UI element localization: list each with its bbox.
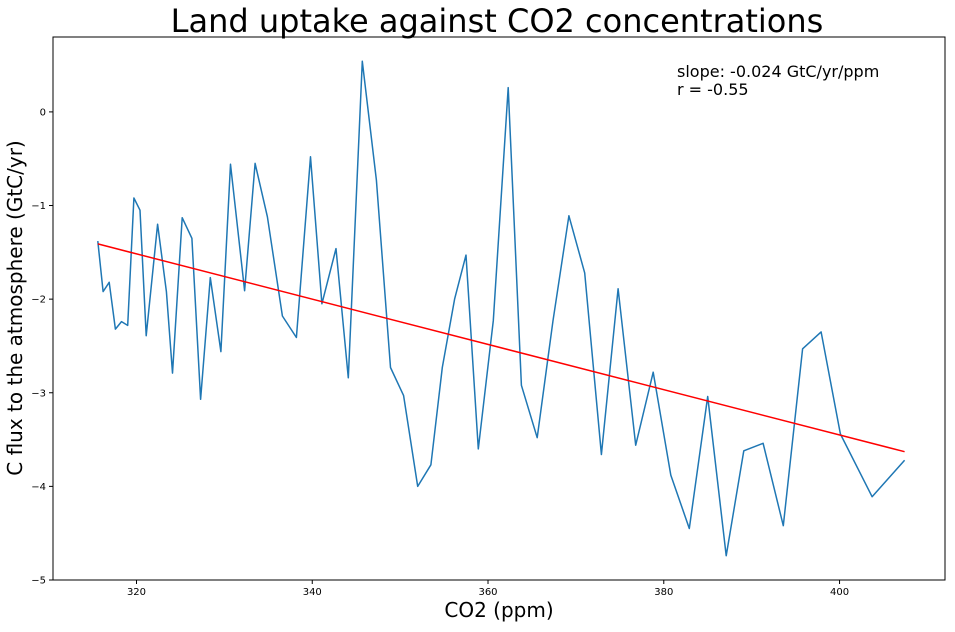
- x-tick-label: 380: [654, 587, 673, 598]
- y-tick-label: −3: [31, 388, 46, 399]
- y-tick-label: 0: [40, 107, 46, 118]
- plot-frame: [52, 36, 946, 581]
- y-axis: 0 −1 −2 −3 −4 −5: [31, 107, 53, 587]
- slope-annotation: slope: -0.024 GtC/yr/ppm: [677, 62, 879, 81]
- y-tick-label: −1: [31, 201, 46, 212]
- y-tick-label: −4: [31, 482, 46, 493]
- x-tick-label: 340: [303, 587, 322, 598]
- y-axis-label: C flux to the atmosphere (GtC/yr): [3, 140, 27, 475]
- x-tick-label: 320: [127, 587, 146, 598]
- plot-area: [97, 60, 906, 557]
- r-annotation: r = -0.55: [677, 80, 749, 99]
- x-axis-label: CO2 (ppm): [444, 598, 553, 622]
- x-axis: 320 340 360 380 400: [127, 580, 849, 598]
- data-series-line: [97, 60, 906, 557]
- y-tick-label: −2: [31, 295, 46, 306]
- x-tick-label: 400: [830, 587, 849, 598]
- regression-line: [97, 243, 905, 453]
- y-tick-label: −5: [31, 576, 46, 587]
- x-tick-label: 360: [478, 587, 497, 598]
- chart-title: Land uptake against CO2 concentrations: [171, 2, 824, 40]
